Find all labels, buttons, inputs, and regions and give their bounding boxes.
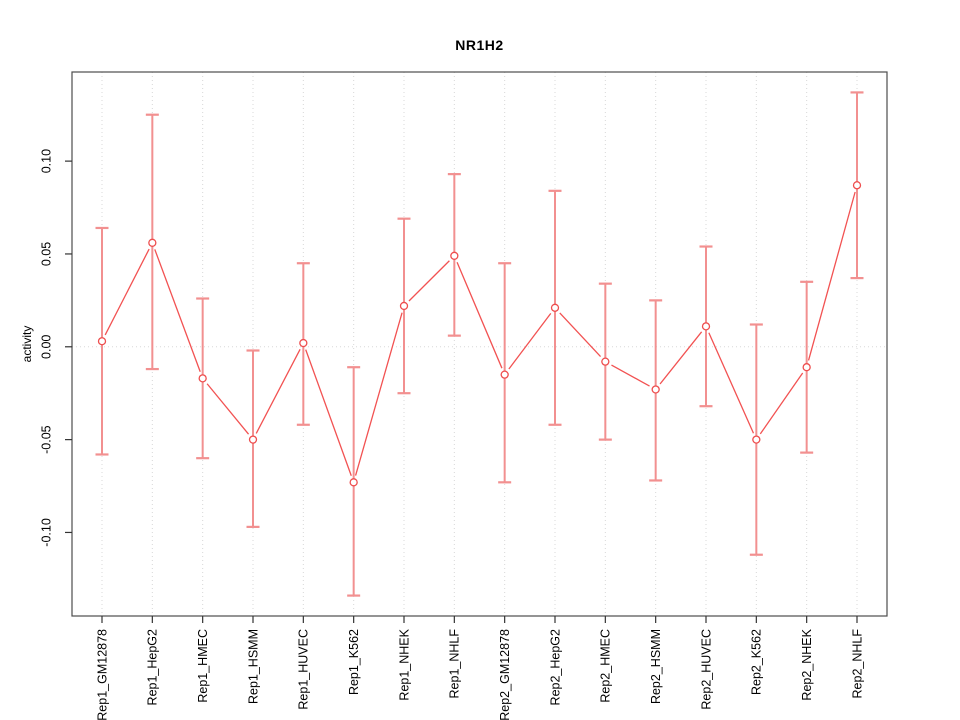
data-point [752, 435, 761, 444]
line-segment [611, 364, 650, 387]
data-point [550, 303, 560, 312]
y-tick-label: 0.10 [39, 149, 53, 173]
data-points [97, 181, 862, 487]
line-segment [759, 372, 804, 435]
x-tick-label: Rep1_HMEC [196, 629, 210, 703]
data-point [148, 238, 157, 247]
x-tick-label: Rep2_HMEC [599, 629, 613, 703]
x-tick-label: Rep1_NHLF [448, 629, 462, 699]
x-tick-label: Rep1_K562 [347, 629, 361, 695]
data-line [104, 191, 856, 476]
data-point [651, 385, 660, 394]
line-segment [559, 312, 602, 357]
line-segment [255, 348, 301, 434]
x-tick-label: Rep2_HSMM [649, 629, 663, 704]
line-segment [456, 262, 503, 369]
line-segment [659, 331, 703, 385]
x-tick-label: Rep2_HepG2 [548, 629, 562, 705]
line-segment [104, 248, 150, 336]
line-segment [508, 312, 552, 370]
data-point [701, 322, 711, 331]
gridlines [72, 72, 887, 616]
x-tick-label: Rep2_NHEK [800, 628, 814, 700]
data-point [852, 181, 862, 190]
data-point [500, 370, 509, 379]
data-point [349, 478, 358, 487]
data-point [802, 363, 811, 372]
x-tick-label: Rep1_HepG2 [146, 629, 160, 705]
line-segment [408, 260, 450, 302]
x-tick-label: Rep1_HSMM [246, 629, 260, 704]
data-point [601, 357, 610, 366]
line-segment [354, 312, 403, 476]
line-segment [708, 332, 755, 434]
data-point [198, 374, 207, 383]
x-axis: Rep1_GM12878 Rep1_HepG2 Rep1_HMEC Rep1_HSMM… [95, 616, 864, 720]
x-tick-label: Rep1_NHEK [397, 628, 411, 700]
x-tick-label: Rep2_NHLF [850, 629, 864, 699]
data-point [399, 301, 409, 311]
data-point [450, 251, 459, 260]
y-tick-label: 0.00 [39, 335, 53, 359]
data-point [299, 338, 308, 348]
y-tick-label: 0.05 [39, 242, 53, 266]
x-tick-label: Rep2_K562 [750, 629, 764, 695]
y-tick-label: -0.10 [39, 518, 53, 547]
error-bars [95, 91, 864, 597]
x-tick-label: Rep1_GM12878 [95, 629, 109, 720]
data-point [97, 337, 107, 346]
x-tick-label: Rep1_HUVEC [297, 629, 311, 710]
plot-box [71, 71, 888, 617]
y-tick-label: -0.05 [39, 425, 53, 454]
x-tick-label: Rep2_GM12878 [498, 629, 512, 720]
chart-title: NR1H2 [455, 37, 504, 53]
line-segment [206, 383, 250, 435]
line-segment [305, 349, 352, 476]
line-segment [154, 249, 201, 373]
y-axis: -0.10 -0.05 0.00 0.05 0.10 [39, 149, 72, 547]
data-point [248, 435, 258, 444]
x-tick-label: Rep2_HUVEC [699, 629, 713, 710]
line-segment [807, 191, 856, 361]
